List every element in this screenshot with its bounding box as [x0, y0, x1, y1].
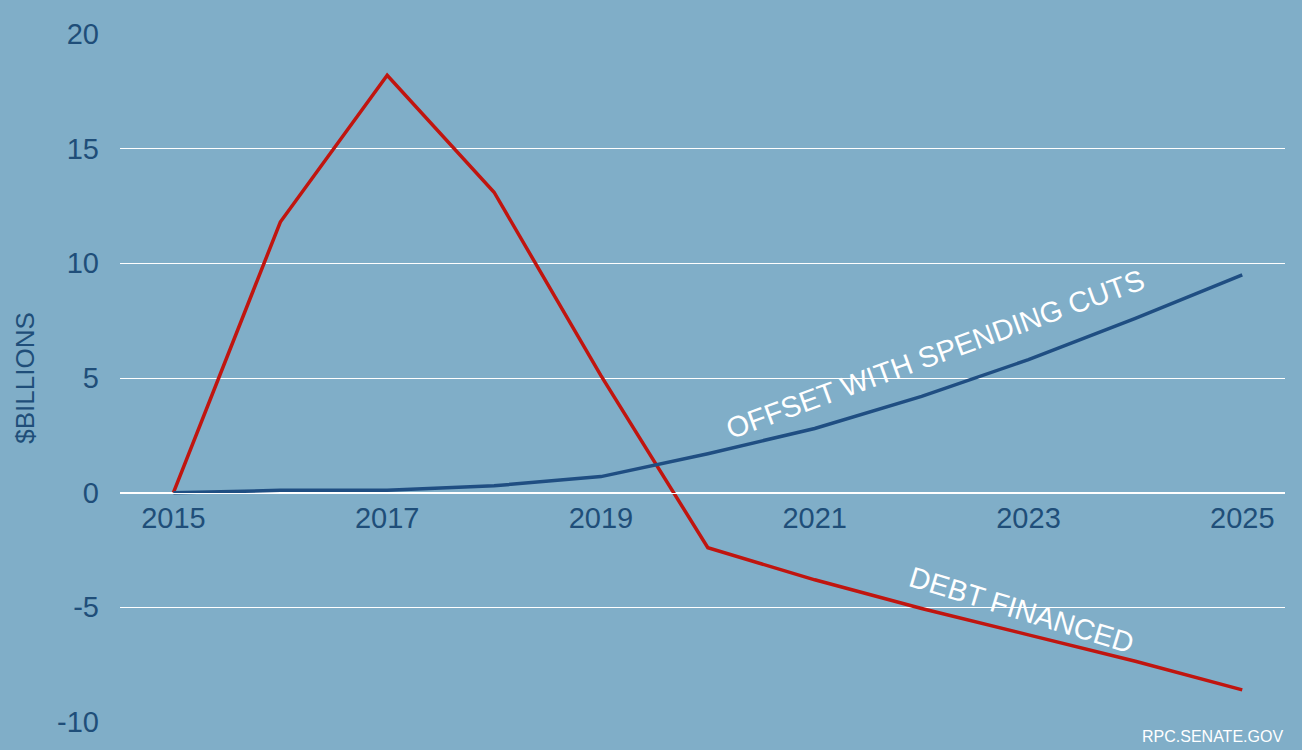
svg-text:-5: -5 — [73, 591, 99, 623]
svg-text:2015: 2015 — [141, 502, 206, 534]
svg-text:$BILLIONS: $BILLIONS — [10, 312, 40, 444]
svg-text:RPC.SENATE.GOV: RPC.SENATE.GOV — [1142, 728, 1283, 745]
svg-text:2021: 2021 — [782, 502, 847, 534]
svg-text:2023: 2023 — [996, 502, 1061, 534]
svg-text:DEBT FINANCED: DEBT FINANCED — [905, 561, 1137, 660]
svg-text:2017: 2017 — [355, 502, 420, 534]
svg-text:5: 5 — [83, 362, 99, 394]
svg-text:-10: -10 — [57, 706, 99, 738]
svg-text:10: 10 — [67, 247, 99, 279]
svg-text:0: 0 — [83, 477, 99, 509]
svg-text:15: 15 — [67, 133, 99, 165]
svg-text:2025: 2025 — [1210, 502, 1275, 534]
svg-text:OFFSET WITH SPENDING CUTS: OFFSET WITH SPENDING CUTS — [722, 263, 1149, 444]
svg-text:20: 20 — [67, 18, 99, 50]
svg-text:2019: 2019 — [569, 502, 634, 534]
